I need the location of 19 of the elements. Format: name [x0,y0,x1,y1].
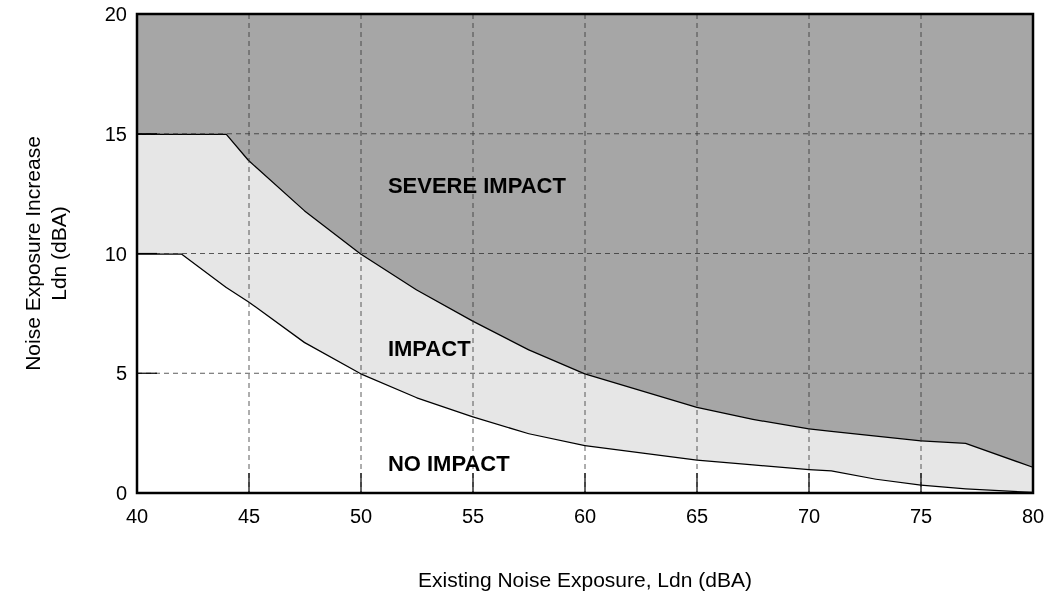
x-tick-label: 70 [797,505,821,527]
annotation: IMPACT [387,335,472,361]
y-tick-label: 15 [104,122,127,145]
x-tick-label: 55 [461,505,485,527]
annotation: SEVERE IMPACT [387,172,567,198]
y-tick-label: 0 [115,482,127,504]
x-tick-label: 65 [685,505,709,527]
y-tick-label: 5 [115,362,127,385]
x-tick-label: 45 [237,505,261,527]
x-tick-label: 60 [573,505,597,527]
x-tick-label: 80 [1021,505,1045,527]
x-tick-label: 75 [909,505,933,527]
y-axis-title: Noise Exposure Increase Ldn (dBA) [21,136,70,371]
x-tick-label: 50 [349,505,373,527]
annotation: NO IMPACT [387,450,511,476]
x-tick-label: 40 [125,505,149,527]
x-axis-title: Existing Noise Exposure, Ldn (dBA) [418,568,752,591]
y-tick-label: 10 [104,242,127,265]
y-tick-label: 20 [104,3,127,25]
